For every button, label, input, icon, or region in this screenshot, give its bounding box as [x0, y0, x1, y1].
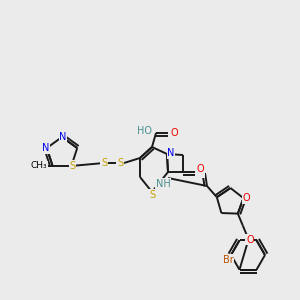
Text: HO: HO	[137, 126, 152, 136]
Text: O: O	[196, 164, 204, 174]
Text: N: N	[167, 148, 175, 158]
Text: N: N	[59, 132, 67, 142]
Text: S: S	[69, 161, 76, 171]
Text: S: S	[149, 190, 155, 200]
Text: O: O	[243, 193, 250, 203]
Text: O: O	[246, 235, 253, 244]
Text: S: S	[117, 158, 123, 168]
Text: O: O	[196, 167, 204, 177]
Text: NH: NH	[156, 179, 170, 189]
Text: O: O	[170, 128, 178, 138]
Text: N: N	[42, 143, 50, 153]
Text: Br: Br	[223, 255, 233, 265]
Text: CH₃: CH₃	[30, 161, 47, 170]
Text: S: S	[101, 158, 107, 168]
